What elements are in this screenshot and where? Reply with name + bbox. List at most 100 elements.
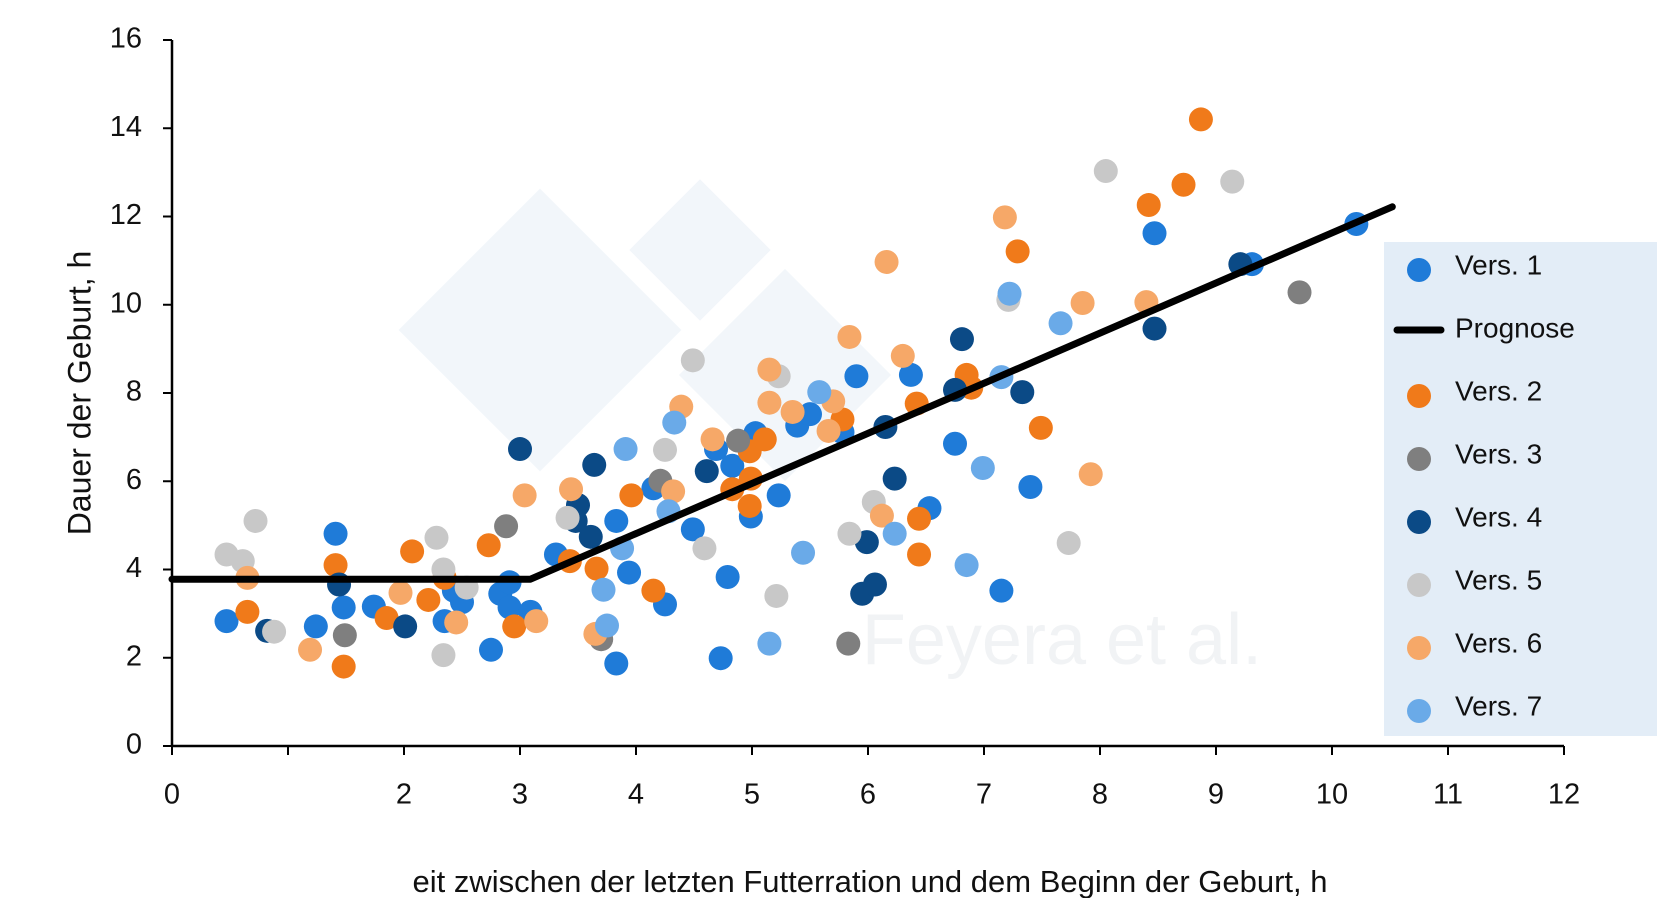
scatter-point bbox=[692, 536, 717, 561]
scatter-point bbox=[235, 599, 260, 624]
scatter-point bbox=[494, 514, 519, 539]
scatter-point bbox=[752, 427, 777, 452]
scatter-point bbox=[619, 483, 644, 508]
scatter-point bbox=[943, 431, 967, 456]
scatter-point bbox=[298, 637, 323, 662]
scatter-point bbox=[582, 452, 607, 477]
legend-swatch bbox=[1407, 384, 1431, 408]
legend-label: Vers. 3 bbox=[1455, 438, 1542, 469]
scatter-point bbox=[416, 587, 441, 612]
y-tick-label: 8 bbox=[126, 376, 142, 408]
scatter-point bbox=[662, 410, 687, 435]
scatter-point bbox=[1287, 280, 1312, 305]
legend-label: Vers. 6 bbox=[1455, 627, 1542, 658]
scatter-point bbox=[444, 610, 469, 635]
scatter-point bbox=[837, 521, 862, 546]
x-tick-label: 11 bbox=[1433, 779, 1463, 811]
legend-swatch bbox=[1407, 573, 1431, 597]
scatter-point bbox=[737, 493, 762, 518]
scatter-point bbox=[331, 595, 356, 620]
scatter-point bbox=[424, 525, 449, 550]
watermark-text: Feyera et al. bbox=[862, 600, 1262, 680]
scatter-point bbox=[431, 557, 456, 582]
scatter-point bbox=[595, 613, 619, 638]
legend-label: Vers. 7 bbox=[1455, 690, 1542, 721]
scatter-point bbox=[780, 399, 805, 424]
scatter-point bbox=[400, 539, 425, 564]
x-tick-label: 8 bbox=[1092, 779, 1108, 811]
scatter-point bbox=[1028, 415, 1053, 440]
scatter-point bbox=[882, 466, 907, 491]
legend-label: Vers. 1 bbox=[1455, 249, 1542, 280]
y-tick-label: 10 bbox=[110, 287, 142, 319]
scatter-point bbox=[243, 508, 268, 533]
legend-swatch bbox=[1407, 636, 1431, 660]
scatter-point bbox=[992, 205, 1017, 230]
scatter-point bbox=[476, 533, 501, 558]
x-tick-label: 12 bbox=[1548, 779, 1580, 811]
scatter-point bbox=[907, 506, 932, 531]
scatter-point bbox=[890, 343, 915, 368]
scatter-point bbox=[512, 483, 537, 508]
scatter-point bbox=[323, 521, 348, 546]
scatter-point bbox=[431, 643, 456, 668]
scatter-point bbox=[497, 595, 522, 620]
x-tick-label: 5 bbox=[744, 779, 760, 811]
legend-swatch bbox=[1407, 447, 1431, 471]
scatter-point bbox=[708, 646, 733, 671]
scatter-point bbox=[555, 505, 580, 530]
scatter-point bbox=[1018, 474, 1043, 499]
legend-swatch bbox=[1407, 258, 1431, 282]
scatter-point bbox=[661, 479, 686, 504]
scatter-point bbox=[882, 521, 907, 546]
scatter-point bbox=[837, 324, 862, 349]
y-tick-label: 16 bbox=[110, 23, 142, 55]
scatter-point bbox=[798, 402, 822, 427]
x-tick-label: 7 bbox=[976, 779, 992, 811]
scatter-point bbox=[393, 614, 418, 639]
scatter-point bbox=[757, 390, 782, 415]
scatter-point bbox=[954, 553, 979, 578]
trend-line bbox=[168, 203, 1396, 583]
x-axis-title: eit zwischen der letzten Futterration un… bbox=[413, 864, 1328, 898]
scatter-point bbox=[816, 418, 841, 443]
scatter-point bbox=[617, 560, 642, 585]
scatter-point bbox=[869, 503, 894, 528]
x-tick-label: 0 bbox=[164, 779, 180, 811]
scatter-point bbox=[680, 517, 705, 542]
scatter-point bbox=[303, 614, 328, 639]
x-tick-label: 3 bbox=[512, 779, 528, 811]
x-tick-label: 6 bbox=[860, 779, 876, 811]
legend-label: Vers. 5 bbox=[1455, 564, 1542, 595]
scatter-point bbox=[1136, 193, 1161, 218]
y-tick-label: 2 bbox=[126, 640, 142, 672]
scatter-point bbox=[214, 609, 239, 634]
scatter-point bbox=[1188, 107, 1213, 132]
scatter-point bbox=[374, 606, 399, 631]
scatter-point bbox=[680, 348, 705, 373]
x-tick-label: 10 bbox=[1316, 779, 1348, 811]
watermark-logo bbox=[398, 179, 892, 482]
y-tick-label: 14 bbox=[110, 111, 142, 143]
scatter-point bbox=[757, 357, 782, 382]
scatter-point bbox=[524, 609, 549, 634]
scatter-point bbox=[715, 565, 740, 590]
scatter-point bbox=[1093, 159, 1118, 184]
legend-label: Vers. 4 bbox=[1455, 501, 1542, 532]
y-tick-label: 12 bbox=[110, 199, 142, 231]
legend-swatch bbox=[1407, 699, 1431, 723]
scatter-point bbox=[559, 477, 584, 502]
scatter-point bbox=[862, 572, 887, 597]
scatter-point bbox=[1048, 311, 1073, 336]
scatter-point bbox=[757, 631, 782, 656]
scatter-point bbox=[1005, 239, 1030, 264]
scatter-point bbox=[591, 577, 616, 602]
scatter-point bbox=[1010, 380, 1035, 405]
scatter-point bbox=[726, 428, 751, 453]
legend-label: Vers. 2 bbox=[1455, 375, 1542, 406]
scatter-point bbox=[844, 364, 869, 389]
scatter-point bbox=[1056, 531, 1081, 556]
scatter-point bbox=[989, 578, 1014, 603]
